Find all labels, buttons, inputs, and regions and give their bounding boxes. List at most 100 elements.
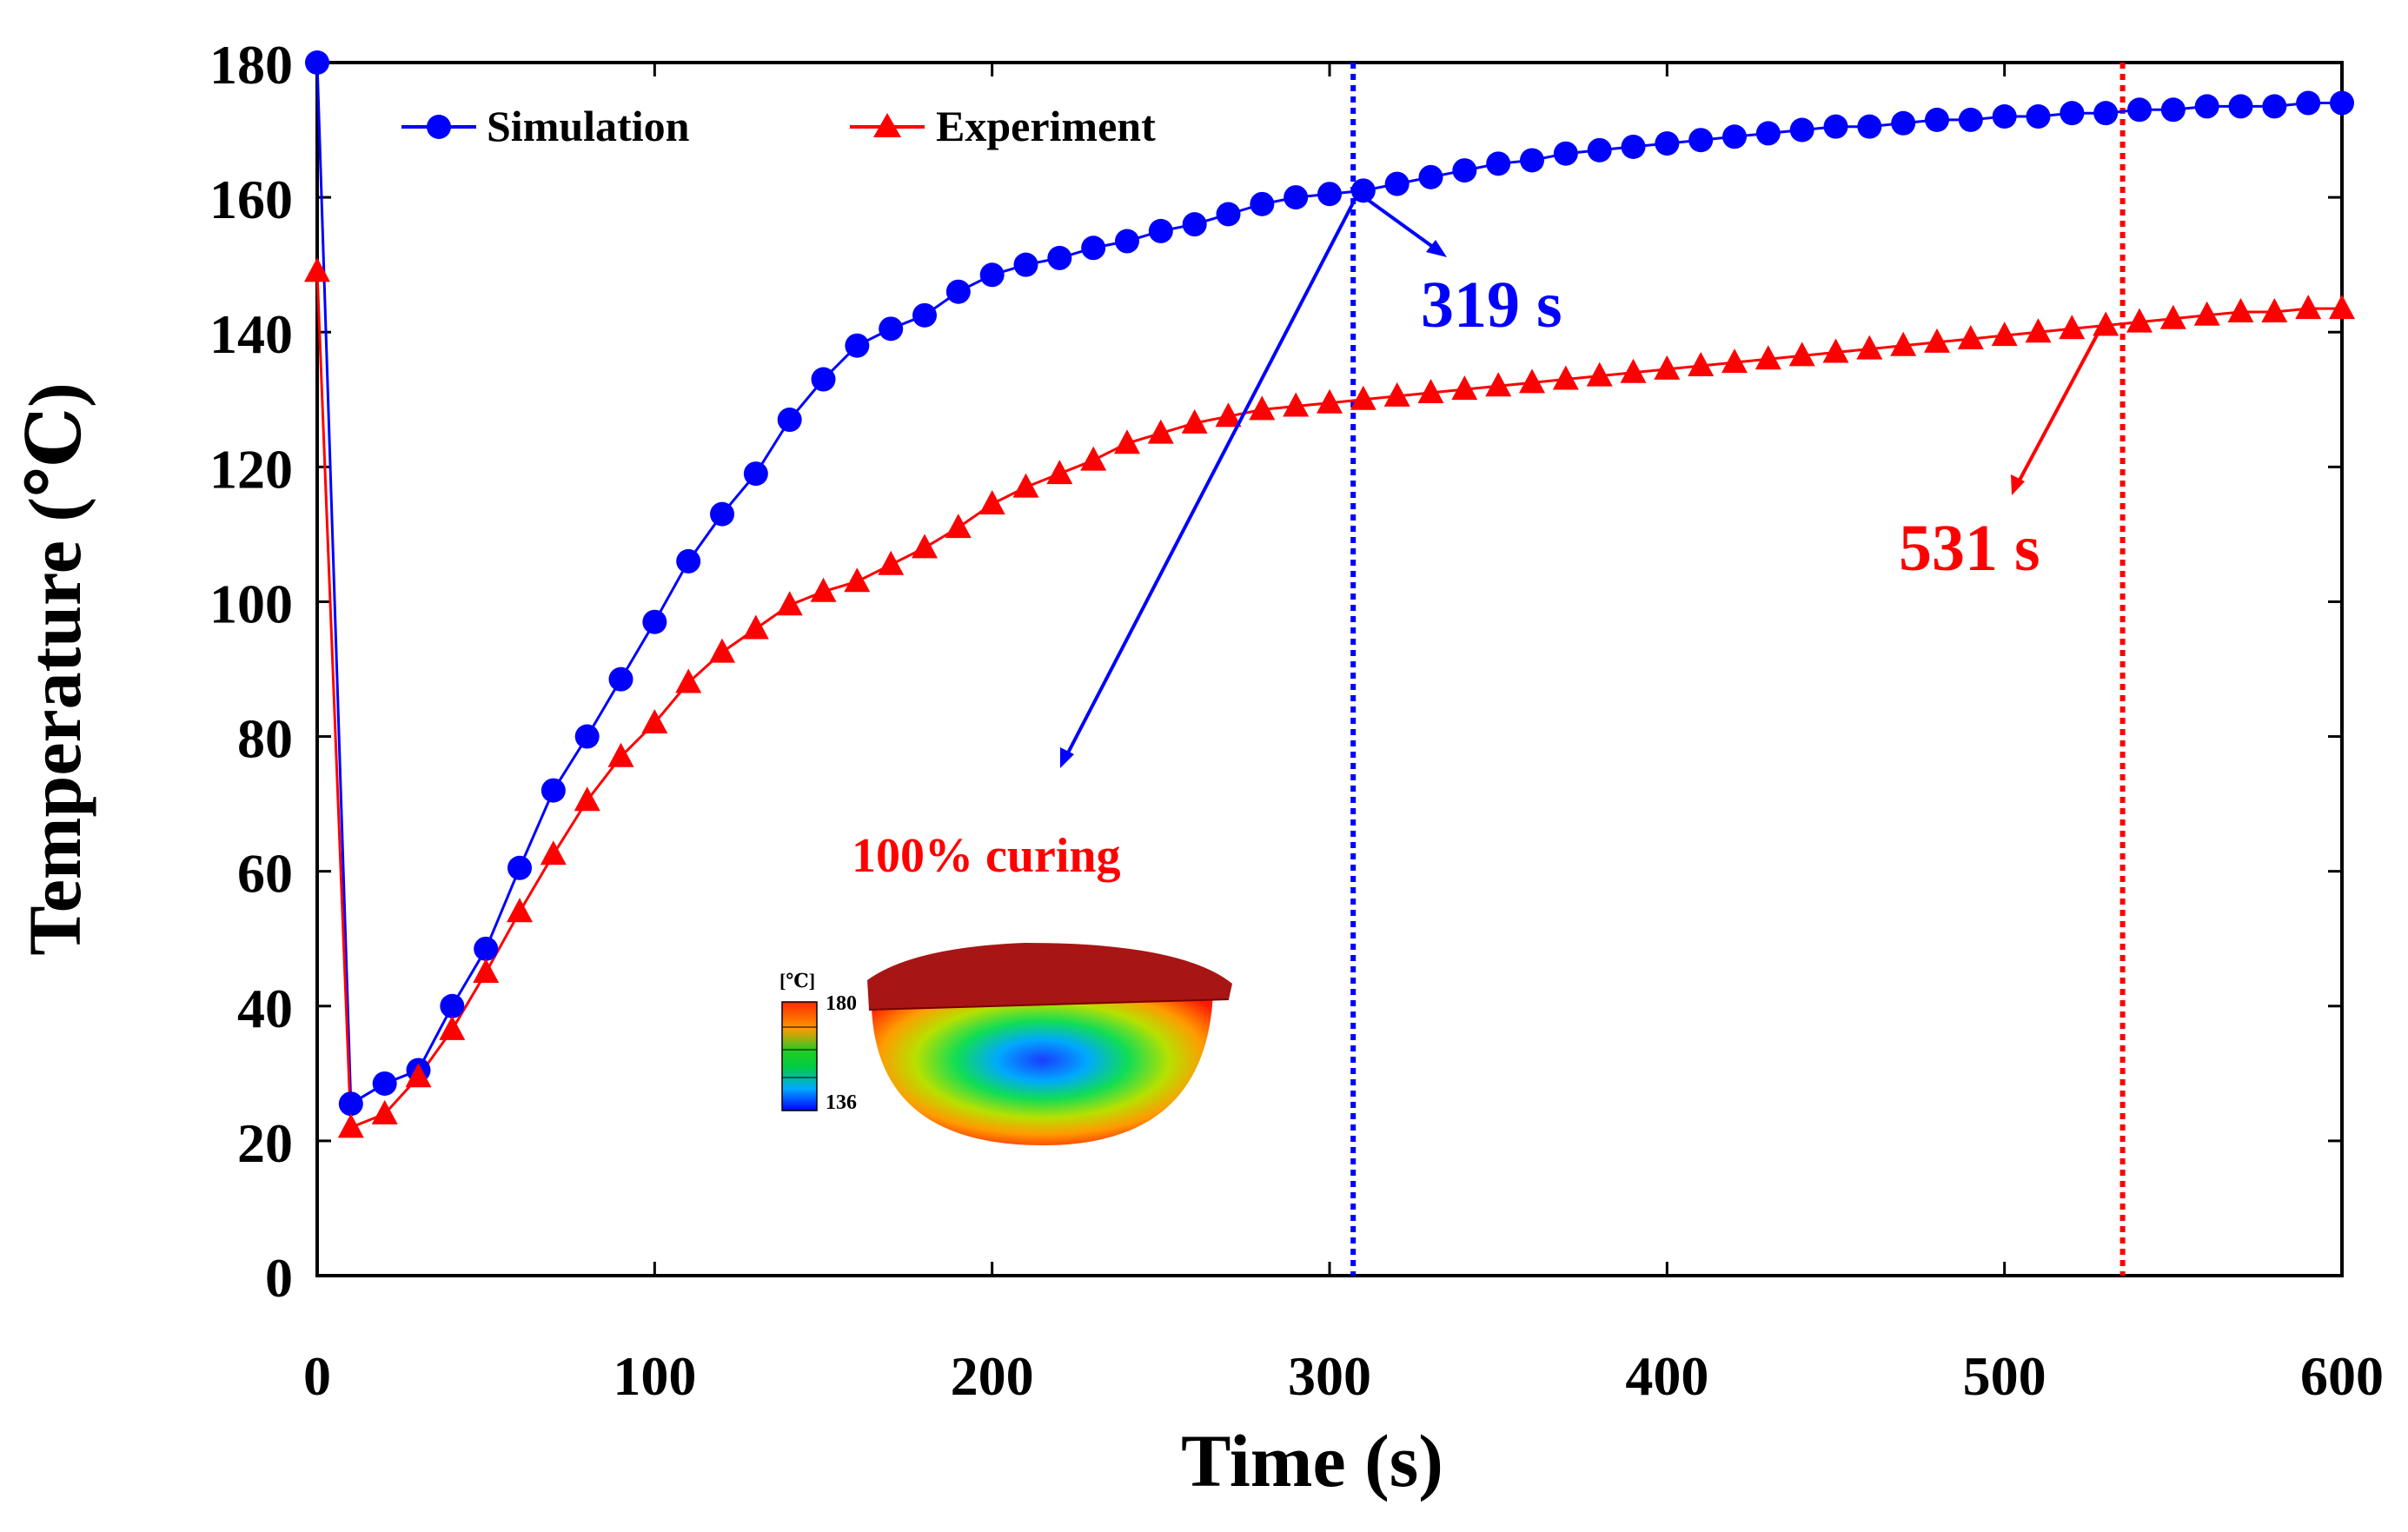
- data-point-simulation: [879, 316, 904, 342]
- annotations: 319 s 531 s 100% curing: [852, 191, 2100, 883]
- data-point-simulation: [2330, 90, 2354, 116]
- data-point-simulation: [1655, 131, 1680, 156]
- data-point-experiment: [675, 668, 702, 693]
- data-point-experiment: [878, 550, 905, 575]
- data-point-simulation: [642, 609, 667, 634]
- data-point-experiment: [1350, 385, 1376, 410]
- data-point-experiment: [1957, 325, 1984, 349]
- x-tick-label: 100: [613, 1345, 696, 1407]
- data-point-experiment: [1417, 379, 1444, 403]
- data-point-simulation: [1182, 212, 1207, 237]
- data-point-experiment: [844, 567, 871, 593]
- data-point-experiment: [1215, 402, 1242, 428]
- data-point-experiment: [1856, 335, 1883, 360]
- data-point-experiment: [2295, 295, 2322, 320]
- data-point-experiment: [1788, 342, 1815, 367]
- data-point-simulation: [912, 302, 937, 328]
- data-point-experiment: [1519, 368, 1545, 394]
- data-point-simulation: [1284, 185, 1309, 210]
- data-point-simulation: [1216, 202, 1241, 227]
- data-point-simulation: [1789, 117, 1814, 143]
- data-point-experiment: [2227, 298, 2254, 322]
- data-point-simulation: [1891, 110, 1916, 136]
- data-point-simulation: [811, 367, 836, 392]
- inset-bowl-lid-edge: [868, 998, 1230, 1011]
- data-point-experiment: [304, 257, 330, 282]
- annotation-319s: 319 s: [1421, 269, 1562, 342]
- data-point-simulation: [2127, 97, 2152, 123]
- data-point-experiment: [1181, 408, 1208, 434]
- inset-contour: [℃] 180 136: [779, 943, 1232, 1145]
- data-point-experiment: [912, 534, 938, 559]
- data-point-simulation: [1688, 128, 1714, 153]
- y-tick-label: 120: [209, 438, 293, 500]
- inset-colorbar: [781, 1001, 818, 1111]
- data-point-simulation: [608, 667, 634, 692]
- data-point-experiment: [1485, 372, 1512, 397]
- data-point-experiment: [1283, 392, 1310, 417]
- inset-bowl-lid: [867, 943, 1232, 1010]
- legend-simulation-label: Simulation: [487, 102, 690, 150]
- x-tick-label: 400: [1625, 1345, 1708, 1407]
- data-point-simulation: [743, 461, 768, 487]
- data-point-simulation: [541, 778, 566, 803]
- data-point-simulation: [2160, 97, 2186, 123]
- data-point-experiment: [1620, 358, 1647, 383]
- data-point-experiment: [1991, 322, 2018, 347]
- data-point-experiment: [2126, 308, 2153, 333]
- data-point-simulation: [676, 548, 701, 574]
- data-point-experiment: [1046, 460, 1073, 485]
- data-point-experiment: [2193, 301, 2220, 326]
- annotation-319-arrowhead: [1426, 240, 1447, 257]
- data-point-simulation: [2228, 94, 2253, 119]
- data-point-experiment: [540, 840, 567, 865]
- data-point-simulation: [777, 408, 802, 433]
- data-point-simulation: [845, 333, 870, 358]
- data-point-simulation: [1013, 252, 1038, 277]
- inset-bowl-body: [872, 991, 1213, 1145]
- data-point-experiment: [1890, 331, 1917, 356]
- data-point-experiment: [2093, 311, 2119, 336]
- data-point-simulation: [2296, 90, 2321, 116]
- data-point-simulation: [1115, 229, 1139, 254]
- data-point-experiment: [1924, 328, 1950, 353]
- data-point-experiment: [742, 614, 769, 640]
- data-point-simulation: [2262, 94, 2287, 119]
- data-point-simulation: [1587, 137, 1612, 162]
- data-point-experiment: [1147, 419, 1174, 444]
- legend-experiment-marker: [873, 113, 901, 137]
- data-point-experiment: [507, 898, 533, 923]
- annotation-531s: 531 s: [1899, 512, 2040, 585]
- data-point-simulation: [1081, 235, 1106, 261]
- data-point-experiment: [405, 1063, 432, 1088]
- data-point-experiment: [2159, 304, 2186, 329]
- data-point-experiment: [371, 1099, 398, 1124]
- data-point-simulation: [1418, 164, 1443, 189]
- data-point-simulation: [474, 936, 499, 961]
- x-axis-label: Time (s): [1181, 1419, 1443, 1502]
- data-point-experiment: [810, 577, 837, 602]
- annotation-319-arrow-shaft: [1357, 191, 1442, 254]
- data-point-simulation: [2093, 101, 2119, 126]
- data-point-simulation: [1755, 121, 1781, 146]
- inset-colorbar-unit: [℃]: [779, 970, 815, 991]
- y-tick-label: 180: [209, 34, 293, 96]
- data-point-experiment: [337, 1113, 364, 1138]
- data-point-simulation: [1992, 104, 2017, 129]
- annotation-curing-arrow-shaft: [1062, 192, 1360, 762]
- data-point-simulation: [1621, 134, 1646, 159]
- data-point-simulation: [945, 279, 971, 304]
- annotation-531-arrow-shaft: [2014, 331, 2100, 487]
- data-point-experiment: [2059, 315, 2086, 340]
- data-point-simulation: [1722, 124, 1747, 149]
- data-point-experiment: [978, 490, 1005, 514]
- data-point-experiment: [2261, 298, 2288, 322]
- data-point-simulation: [2060, 101, 2085, 126]
- x-tick-label: 0: [303, 1345, 331, 1407]
- data-point-experiment: [2025, 318, 2052, 343]
- y-tick-label: 60: [237, 843, 293, 905]
- data-point-simulation: [1823, 114, 1848, 139]
- data-point-simulation: [979, 262, 1005, 288]
- y-tick-label: 100: [209, 573, 293, 634]
- data-point-simulation: [574, 724, 600, 749]
